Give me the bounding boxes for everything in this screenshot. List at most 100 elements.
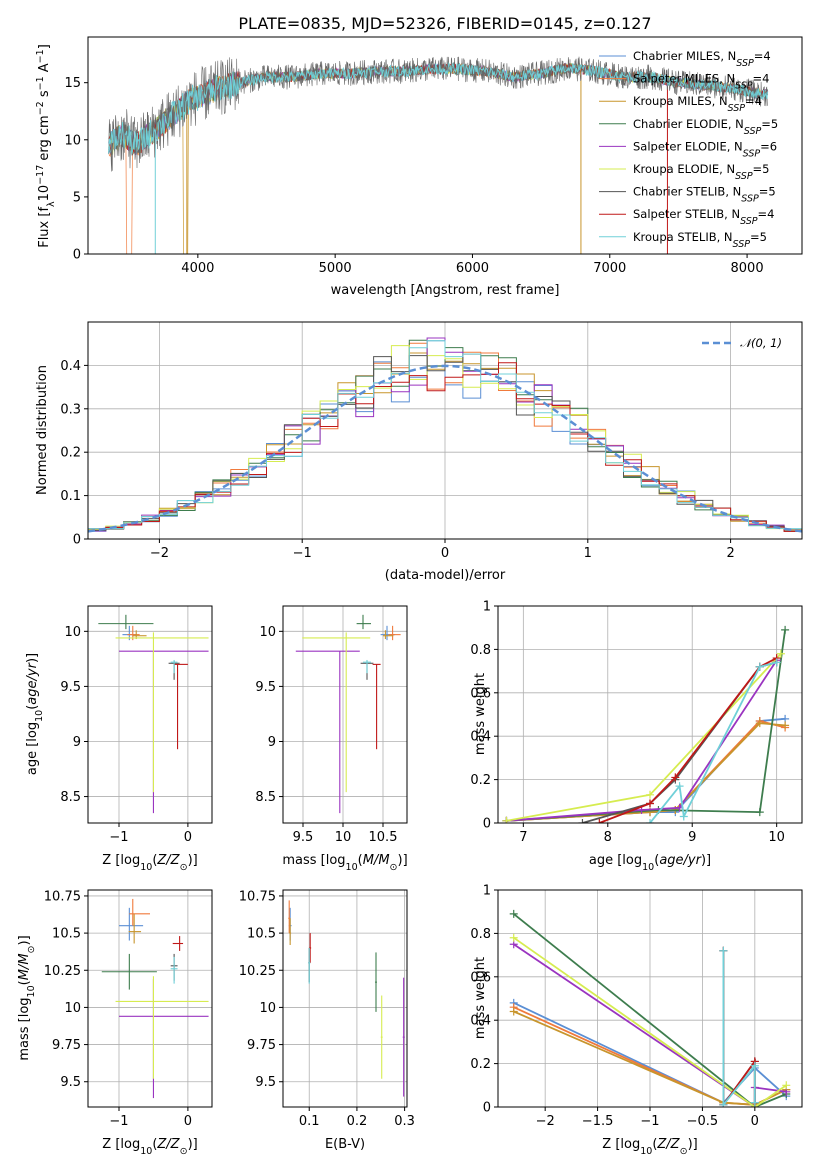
x-tick-label: −1.5 <box>582 1114 614 1129</box>
label-part: ⊙ <box>180 862 188 873</box>
label-part: 10 <box>140 1146 152 1157</box>
x-axis-label: wavelength [Angstrom, rest frame] <box>331 283 560 298</box>
weight-series-line <box>506 653 782 822</box>
y-tick-label: 9.5 <box>60 680 81 695</box>
legend-entry: Salpeter STELIB, NSSP=4 <box>633 207 774 227</box>
y-axis-label: Normed distribution <box>35 365 50 495</box>
label-part: 10 <box>26 985 37 997</box>
x-tick-label: −1 <box>293 546 312 561</box>
x-tick-label: 5000 <box>319 261 352 276</box>
y-tick-label: 9.5 <box>60 1075 81 1090</box>
label-part: age [log <box>25 722 40 775</box>
label-part: =4 <box>754 49 771 63</box>
label-part: age/yr <box>659 853 702 868</box>
label-part: E(B-V) <box>325 1137 365 1152</box>
legend-entry: Salpeter ELODIE, NSSP=6 <box>633 139 777 159</box>
weight-point-marker <box>781 625 790 634</box>
x-tick-label: 0 <box>184 830 192 845</box>
plot-area <box>88 337 802 533</box>
label-part: Chabrier ELODIE, N <box>633 117 744 131</box>
y-tick-label: 0.8 <box>470 643 491 658</box>
y-tick-label: 9 <box>268 735 276 750</box>
label-part: SSP <box>728 103 746 114</box>
y-tick-label: 9.75 <box>52 1038 81 1053</box>
axis-ticks: 4000 5000 6000 7000 8000 0 5 10 15 <box>64 76 763 276</box>
weight-series-line <box>649 661 777 823</box>
x-tick-label: 6000 <box>456 261 489 276</box>
legend-entry: Chabrier ELODIE, NSSP=5 <box>633 117 778 137</box>
x-axis-label: Z [log10(Z/Z⊙)] <box>102 853 197 873</box>
y-tick-label: 10.5 <box>52 927 81 942</box>
y-tick-label: 0.6 <box>470 970 491 985</box>
weight-point-marker <box>509 933 518 942</box>
weight-point-marker <box>646 819 654 823</box>
label-part: Z [log <box>602 1137 640 1152</box>
label-part: ⊙ <box>26 946 37 954</box>
label-part: Salpeter ELODIE, N <box>633 139 743 153</box>
x-axis-label: mass [log10(M/M⊙)] <box>282 853 407 873</box>
label-part: 10 <box>37 185 52 202</box>
x-axis-label: (data-model)/error <box>385 568 506 583</box>
plot-area <box>108 56 769 254</box>
axis-ticks: −1 0 9.5 9.75 10 10.25 10.5 10.75 <box>44 889 192 1129</box>
plot-area <box>502 625 790 823</box>
x-tick-label: 0 <box>441 546 449 561</box>
x-tick-label: 0 <box>751 1114 759 1129</box>
plot-area <box>98 614 209 814</box>
weight-point-marker <box>782 1081 791 1090</box>
label-part: ( <box>17 980 32 985</box>
weight-point-marker <box>578 819 587 823</box>
x-tick-label: 0.3 <box>394 1114 415 1129</box>
label-part: −2 <box>35 101 46 115</box>
y-tick-label: 1 <box>483 884 491 899</box>
label-part: Normed distribution <box>35 365 50 495</box>
y-tick-label: 0.1 <box>60 489 81 504</box>
x-tick-label: 4000 <box>181 261 214 276</box>
x-tick-label: 2 <box>726 546 734 561</box>
label-part: ( <box>358 853 363 868</box>
spectrum-panel: 4000 5000 6000 7000 8000 0 5 10 15 wavelength [An… <box>35 36 803 298</box>
y-tick-label: 10 <box>64 133 81 148</box>
label-part: Kroupa MILES, N <box>633 94 728 108</box>
x-tick-label: 0 <box>184 1114 192 1129</box>
label-part: SSP <box>740 216 758 227</box>
weight-point-marker <box>509 909 518 918</box>
y-tick-label: 10.25 <box>239 964 276 979</box>
label-part: ( <box>654 853 659 868</box>
weight-point-marker <box>509 1007 518 1016</box>
label-part: =4 <box>753 72 770 86</box>
residuals-panel: −2 −1 0 1 2 0 0.1 0.2 0.3 0.4 𝒩(0, 1) (data-model)/… <box>35 321 803 583</box>
label-part: =6 <box>760 139 777 153</box>
label-part: )] <box>688 1137 698 1152</box>
y-tick-label: 9.5 <box>255 1075 276 1090</box>
gaussian-curve <box>88 364 802 533</box>
label-part: Kroupa STELIB, N <box>633 230 733 244</box>
y-tick-label: 1 <box>483 600 491 615</box>
axes-frame <box>87 36 803 255</box>
weight-point-marker <box>679 812 688 821</box>
label-part: Flux [f <box>37 207 52 248</box>
label-part: Kroupa ELODIE, N <box>633 162 735 176</box>
x-axis-label: Z [log10(Z/Z⊙)] <box>602 1137 697 1157</box>
label-part: λ <box>46 201 57 207</box>
weight-point-marker <box>502 816 511 823</box>
axis-ticks: 0.1 0.2 0.3 9.5 9.75 10 10.25 10.5 10.75 <box>239 889 415 1129</box>
label-part: =4 <box>758 207 775 221</box>
weight-point-marker <box>750 1061 759 1070</box>
label-part: ( <box>152 853 157 868</box>
weight-point-marker <box>781 721 790 730</box>
y-tick-label: 10 <box>259 625 276 640</box>
weight-point-marker <box>772 658 781 667</box>
y-axis-label: age [log10(age/yr)] <box>25 653 45 775</box>
label-part: SSP <box>735 80 753 91</box>
x-tick-label: 1 <box>584 546 592 561</box>
y-axis-label: Flux [fλ10−17 erg cm−2 s−1 A−1] <box>35 44 57 248</box>
axis-ticks: −2 −1.5 −1 −0.5 0 0 0.2 0.4 0.6 0.8 1 <box>470 884 759 1130</box>
y-tick-label: 10 <box>64 625 81 640</box>
label-part: A <box>37 63 52 76</box>
label-part: SSP <box>743 148 761 159</box>
label-part: age/yr <box>25 661 40 704</box>
